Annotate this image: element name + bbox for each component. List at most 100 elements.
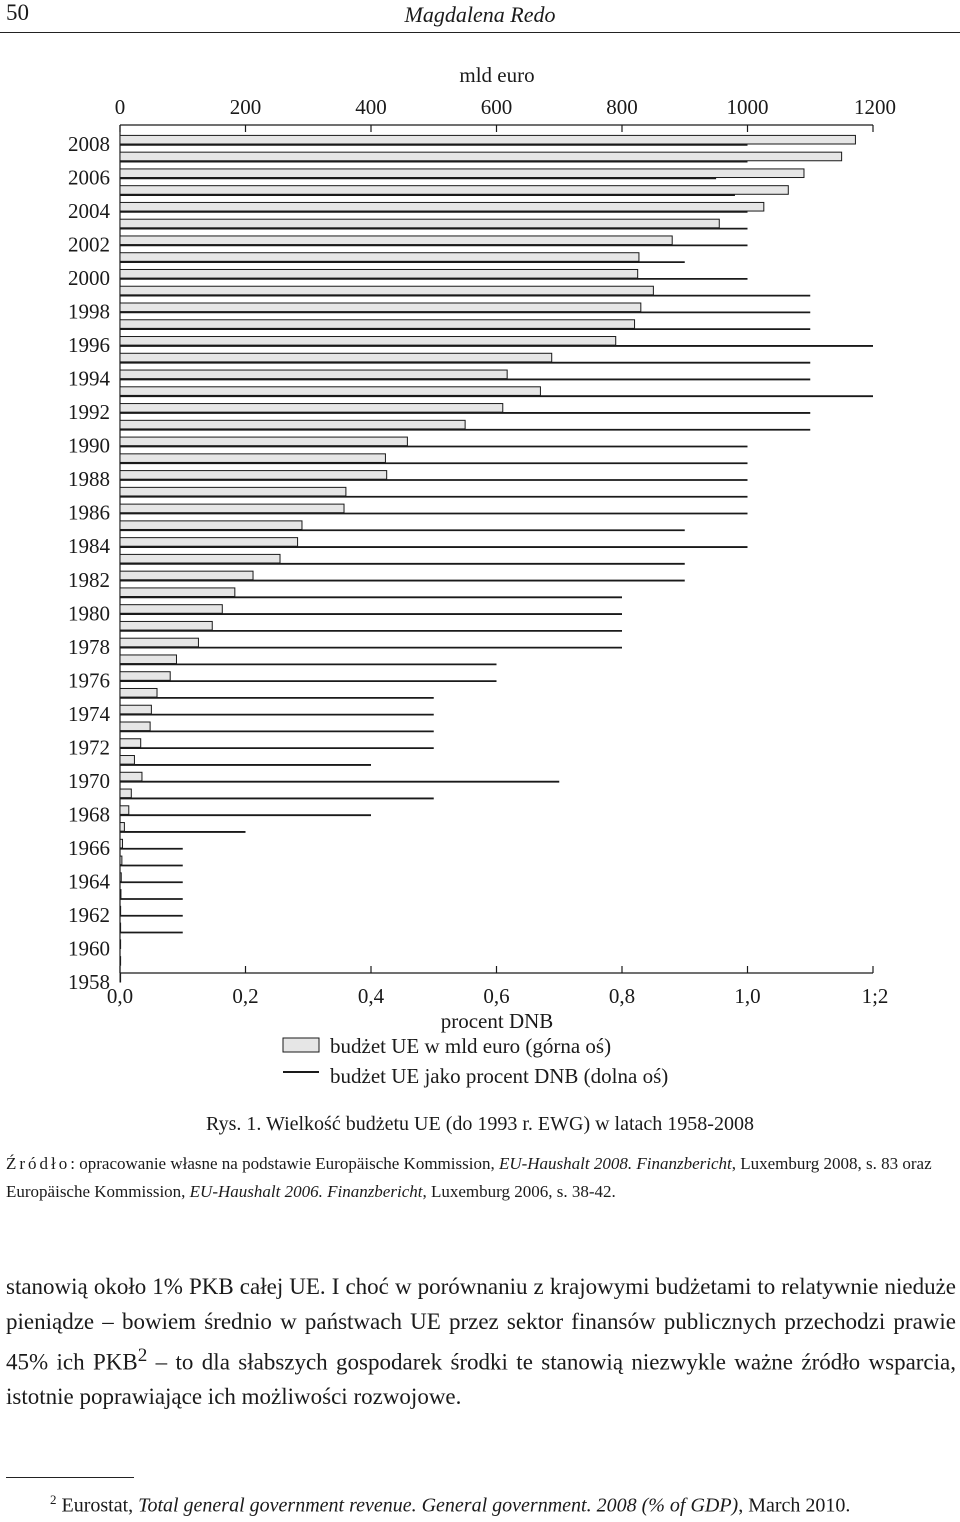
source-text-c: , Luxemburg 2006, s. 38-42.	[422, 1182, 616, 1201]
bar-1996	[119, 336, 617, 346]
body-paragraph: stanowią około 1% PKB całej UE. I choć w…	[6, 1270, 956, 1415]
year-label: 2004	[68, 199, 111, 223]
bar-1979	[119, 620, 213, 631]
year-label: 1978	[68, 635, 110, 659]
year-label: 1996	[68, 333, 110, 357]
top-axis-tick-label: 0	[115, 95, 126, 119]
year-label: 1958	[68, 970, 110, 994]
top-axis-tick-label: 800	[606, 95, 638, 119]
bar-1990	[119, 436, 408, 447]
bar-1997	[119, 319, 636, 329]
bar-1988	[119, 470, 388, 480]
footnote-number: 2	[50, 1492, 57, 1507]
year-label: 1986	[68, 501, 110, 525]
year-label: 1988	[68, 467, 110, 491]
bar-1982	[119, 570, 254, 581]
bar-1975	[119, 687, 158, 698]
bar-1968	[119, 805, 130, 815]
source-label: Źródło	[6, 1154, 71, 1173]
bar-2006	[119, 168, 805, 179]
bar-1973	[119, 721, 151, 732]
bar-1960	[119, 939, 122, 949]
body-text-part1: stanowią około 1% PKB całej UE. I choć w…	[6, 1274, 956, 1375]
bar-1965	[119, 855, 123, 866]
bar-1978	[119, 637, 199, 648]
bar-2007	[119, 151, 843, 162]
bar-1967	[119, 822, 125, 832]
footnote-title: Total general government revenue. Genera…	[138, 1494, 739, 1517]
top-axis-tick-label: 400	[355, 95, 387, 119]
bottom-axis-tick-label: 0,2	[232, 984, 258, 1008]
top-axis-tick-label: 200	[230, 95, 262, 119]
bottom-axis-title: procent DNB	[441, 1009, 554, 1033]
year-label: 2006	[68, 166, 110, 190]
top-axis-tick-label: 1000	[727, 95, 769, 119]
legend-bar-label: budżet UE w mld euro (górna oś)	[330, 1034, 611, 1058]
bar-1971	[119, 755, 135, 765]
bar-1977	[119, 654, 177, 665]
year-label: 1990	[68, 434, 110, 458]
bar-1983	[119, 553, 281, 564]
top-axis-title: mld euro	[459, 63, 534, 87]
bar-2003	[119, 218, 720, 229]
bar-1993	[119, 386, 541, 396]
year-label: 1984	[68, 534, 111, 558]
bar-1987	[119, 486, 347, 497]
source-text-b: , Luxemburg 2008, s. 83 oraz Europäische…	[6, 1154, 932, 1201]
bar-1969	[119, 788, 132, 799]
legend-line-label: budżet UE jako procent DNB (dolna oś)	[330, 1064, 668, 1088]
bottom-axis-tick-label: 0,8	[609, 984, 635, 1008]
bar-1981	[119, 587, 236, 598]
bottom-axis-tick-label: 1,0	[734, 984, 760, 1008]
bar-1970	[119, 771, 143, 782]
budget-chart: mld euro 0 200 400 600 800 1000 1200 2008 2006 200…	[68, 63, 896, 1088]
bar-1972	[119, 738, 142, 748]
year-label: 2000	[68, 266, 110, 290]
bar-2001	[119, 252, 640, 262]
year-label: 1964	[68, 869, 111, 893]
bar-2000	[119, 268, 639, 279]
bar-2008	[119, 134, 856, 145]
bar-2004	[119, 201, 765, 212]
source-title-b: EU-Haushalt 2006. Finanzbericht	[189, 1182, 423, 1201]
year-label: 1992	[68, 400, 110, 424]
bar-2002	[119, 235, 673, 246]
bar-1991	[119, 419, 466, 430]
bar-1963	[119, 889, 122, 899]
bar-1986	[119, 503, 345, 514]
bar-1984	[119, 537, 299, 547]
bar-1974	[119, 704, 152, 715]
footnote: 2 Eurostat, Total general government rev…	[50, 1492, 850, 1518]
year-label: 1966	[68, 836, 110, 860]
footnote-ref: 2	[137, 1345, 148, 1366]
source-text-a: : opracowanie własne na podstawie Europä…	[70, 1154, 499, 1173]
bar-1999	[119, 285, 654, 296]
body-text-part2: – to dla słabszych gospodarek środki te …	[6, 1349, 956, 1410]
bottom-axis-tick-label: 0,0	[107, 984, 133, 1008]
page-number: 50	[6, 0, 29, 25]
year-label: 1994	[68, 367, 111, 391]
bottom-axis-tick-label: 1;2	[862, 984, 889, 1008]
year-label: 1960	[68, 936, 110, 960]
bar-1985	[119, 520, 303, 530]
bar-1976	[119, 671, 171, 681]
year-label: 1970	[68, 769, 110, 793]
bar-1959	[119, 956, 122, 966]
bar-1998	[119, 302, 642, 313]
bottom-axis-tick-label: 0,6	[483, 984, 509, 1008]
bar-1995	[119, 352, 553, 363]
bar-1966	[119, 838, 124, 849]
year-label: 1982	[68, 568, 110, 592]
bar-1961	[119, 922, 122, 933]
year-label: 1980	[68, 601, 110, 625]
bar-1962	[119, 905, 122, 916]
bar-1964	[119, 872, 122, 882]
header-rule	[0, 32, 960, 33]
footnote-text-a: Eurostat,	[56, 1494, 139, 1517]
footnote-rule	[6, 1477, 134, 1478]
bar-1980	[119, 604, 223, 614]
legend-bar-swatch	[282, 1037, 320, 1053]
year-label: 1962	[68, 903, 110, 927]
bottom-axis-tick-label: 0,4	[358, 984, 385, 1008]
bar-1994	[119, 369, 508, 380]
